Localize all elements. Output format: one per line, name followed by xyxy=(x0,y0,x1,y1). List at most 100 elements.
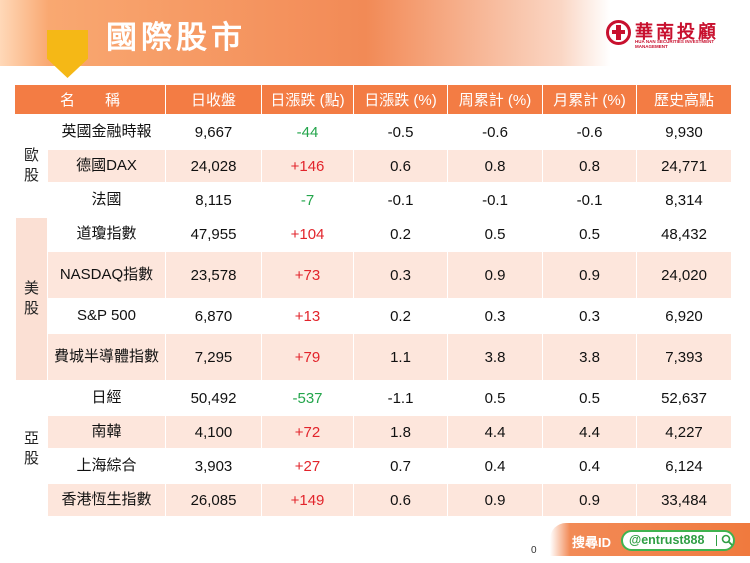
close-value: 8,115 xyxy=(165,182,262,216)
table-row: 南韓 4,100 +72 1.8 4.4 4.4 4,227 xyxy=(15,414,732,448)
column-header-month-pct: 月累計 (%) xyxy=(542,85,637,114)
index-name: 道瓊指數 xyxy=(47,216,166,250)
history-high: 24,020 xyxy=(636,250,732,298)
change-points: +72 xyxy=(261,414,354,448)
change-points: +146 xyxy=(261,148,354,182)
week-pct: 0.5 xyxy=(447,216,543,250)
column-header-change-points: 日漲跌 (點) xyxy=(261,85,354,114)
page-number: 0 xyxy=(531,545,537,556)
change-points: -44 xyxy=(261,114,354,148)
index-name: 德國DAX xyxy=(47,148,166,182)
week-pct: 0.8 xyxy=(447,148,543,182)
search-divider xyxy=(716,535,717,546)
month-pct: 0.5 xyxy=(542,216,637,250)
week-pct: 0.9 xyxy=(447,482,543,516)
region-label-us: 美 股 xyxy=(15,216,47,380)
column-header-change-pct: 日漲跌 (%) xyxy=(353,85,448,114)
month-pct: 0.5 xyxy=(542,380,637,414)
region-label-asia: 亞 股 xyxy=(15,380,47,516)
change-points: +149 xyxy=(261,482,354,516)
month-pct: 4.4 xyxy=(542,414,637,448)
history-high: 7,393 xyxy=(636,332,732,380)
table-header-row: 名 稱 日收盤 日漲跌 (點) 日漲跌 (%) 周累計 (%) 月累計 (%) … xyxy=(15,85,732,114)
week-pct: 0.4 xyxy=(447,448,543,482)
change-pct: 0.6 xyxy=(353,148,448,182)
table-row: 歐 股英國金融時報 9,667 -44 -0.5 -0.6 -0.6 9,930 xyxy=(15,114,732,216)
table-row: 法國 8,115 -7 -0.1 -0.1 -0.1 8,314 xyxy=(15,182,732,216)
market-table: 名 稱 日收盤 日漲跌 (點) 日漲跌 (%) 周累計 (%) 月累計 (%) … xyxy=(15,85,732,516)
index-name: 法國 xyxy=(47,182,166,216)
change-points: +27 xyxy=(261,448,354,482)
line-id-handle: @entrust888 xyxy=(629,533,705,547)
change-points: -7 xyxy=(261,182,354,216)
table-row: 費城半導體指數 7,295 +79 1.1 3.8 3.8 7,393 xyxy=(15,332,732,380)
month-pct: 0.9 xyxy=(542,250,637,298)
column-header-close: 日收盤 xyxy=(165,85,262,114)
index-name: 南韓 xyxy=(47,414,166,448)
change-points: +73 xyxy=(261,250,354,298)
change-pct: 0.7 xyxy=(353,448,448,482)
column-header-name: 名 稱 xyxy=(15,85,166,114)
change-points: -537 xyxy=(261,380,354,414)
index-name: S&P 500 xyxy=(47,298,166,332)
week-pct: 0.9 xyxy=(447,250,543,298)
change-points: +79 xyxy=(261,332,354,380)
close-value: 7,295 xyxy=(165,332,262,380)
close-value: 6,870 xyxy=(165,298,262,332)
close-value: 3,903 xyxy=(165,448,262,482)
change-points: +104 xyxy=(261,216,354,250)
table-row: 德國DAX 24,028 +146 0.6 0.8 0.8 24,771 xyxy=(15,148,732,182)
search-icon[interactable] xyxy=(721,534,733,546)
change-points: +13 xyxy=(261,298,354,332)
week-pct: -0.1 xyxy=(447,182,543,216)
close-value: 23,578 xyxy=(165,250,262,298)
change-pct: 0.2 xyxy=(353,298,448,332)
close-value: 4,100 xyxy=(165,414,262,448)
history-high: 48,432 xyxy=(636,216,732,250)
month-pct: 3.8 xyxy=(542,332,637,380)
table-row: 香港恆生指數 26,085 +149 0.6 0.9 0.9 33,484 xyxy=(15,482,732,516)
month-pct: 0.8 xyxy=(542,148,637,182)
history-high: 4,227 xyxy=(636,414,732,448)
line-search-box[interactable]: @entrust888 xyxy=(621,530,735,551)
month-pct: 0.4 xyxy=(542,448,637,482)
index-name: 英國金融時報 xyxy=(47,114,166,148)
change-pct: 0.3 xyxy=(353,250,448,298)
close-value: 24,028 xyxy=(165,148,262,182)
change-pct: 1.1 xyxy=(353,332,448,380)
history-high: 8,314 xyxy=(636,182,732,216)
week-pct: 0.3 xyxy=(447,298,543,332)
history-high: 9,930 xyxy=(636,114,732,148)
page-title: 國際股市 xyxy=(106,20,246,56)
index-name: 日經 xyxy=(47,380,166,414)
logo-subtitle: HUA NAN SECURITIES INVESTMENT MANAGEMENT xyxy=(635,39,715,49)
week-pct: 3.8 xyxy=(447,332,543,380)
column-header-history-high: 歷史高點 xyxy=(636,85,732,114)
market-table-body: 歐 股英國金融時報 9,667 -44 -0.5 -0.6 -0.6 9,930 德國DAX 2… xyxy=(15,114,732,516)
month-pct: 0.3 xyxy=(542,298,637,332)
column-header-week-pct: 周累計 (%) xyxy=(447,85,543,114)
month-pct: -0.6 xyxy=(542,114,637,148)
change-pct: 1.8 xyxy=(353,414,448,448)
index-name: 費城半導體指數 xyxy=(47,332,166,380)
header-band xyxy=(0,0,610,66)
index-name: 香港恆生指數 xyxy=(47,482,166,516)
change-pct: -0.1 xyxy=(353,182,448,216)
table-row: S&P 500 6,870 +13 0.2 0.3 0.3 6,920 xyxy=(15,298,732,332)
table-row: 美 股道瓊指數 47,955 +104 0.2 0.5 0.5 48,432 xyxy=(15,216,732,380)
change-pct: 0.6 xyxy=(353,482,448,516)
history-high: 24,771 xyxy=(636,148,732,182)
table-row: NASDAQ指數 23,578 +73 0.3 0.9 0.9 24,020 xyxy=(15,250,732,298)
change-pct: -1.1 xyxy=(353,380,448,414)
history-high: 6,124 xyxy=(636,448,732,482)
logo-mark-icon xyxy=(606,20,631,45)
week-pct: 0.5 xyxy=(447,380,543,414)
region-label-europe: 歐 股 xyxy=(15,114,47,216)
close-value: 47,955 xyxy=(165,216,262,250)
close-value: 50,492 xyxy=(165,380,262,414)
brand-logo: 華南投顧 HUA NAN SECURITIES INVESTMENT MANAG… xyxy=(606,18,741,50)
search-id-label: 搜尋ID xyxy=(572,535,612,550)
index-name: 上海綜合 xyxy=(47,448,166,482)
change-pct: 0.2 xyxy=(353,216,448,250)
logo-name: 華南投顧 xyxy=(635,22,719,43)
